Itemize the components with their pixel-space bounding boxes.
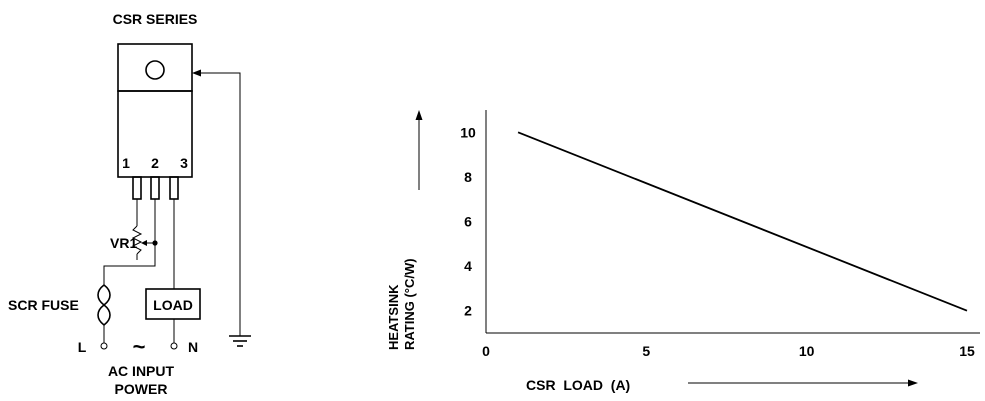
scr-fuse-label: SCR FUSE [8, 297, 79, 313]
pin-label-1: 1 [122, 155, 130, 171]
series-line [517, 131, 968, 312]
mounting-hole [145, 60, 165, 80]
x-axis-arrow [688, 379, 918, 387]
vr1-resistor [131, 199, 158, 260]
lead-1 [132, 176, 142, 200]
load-box [145, 288, 201, 320]
pin-label-2: 2 [151, 155, 159, 171]
ground-wire [192, 69, 241, 336]
y-tick-label: 8 [464, 169, 472, 185]
lead-2 [150, 176, 160, 200]
y-axis-label-line2: RATING (°C/W) [402, 258, 417, 350]
y-axis-arrow [415, 110, 423, 190]
device-tab [117, 43, 193, 92]
lead-3 [169, 176, 179, 200]
y-tick-label: 2 [464, 303, 472, 319]
scr-fuse-icon [97, 283, 111, 343]
line-label: L [78, 339, 87, 355]
vr1-label: VR1 [110, 235, 137, 251]
terminal-n [170, 342, 178, 350]
x-tick-label: 5 [642, 343, 650, 359]
x-tick-label: 10 [799, 343, 815, 359]
y-tick-label: 10 [460, 124, 476, 140]
pin-label-3: 3 [180, 155, 188, 171]
y-tick-label: 6 [464, 214, 472, 230]
terminal-l [100, 342, 108, 350]
y-tick-label: 4 [464, 258, 472, 274]
load-label: LOAD [153, 297, 193, 313]
heatsink-chart: HEATSINK RATING (°C/W) CSR LOAD (A) 0 5 10… [386, 110, 980, 393]
ground-icon [229, 335, 251, 347]
schematic-title: CSR SERIES [113, 11, 198, 27]
y-tick-labels: 10 8 6 4 2 [460, 124, 476, 318]
x-tick-labels: 0 5 10 15 [482, 343, 975, 359]
ac-symbol: ~ [133, 334, 146, 359]
x-tick-label: 15 [959, 343, 975, 359]
x-tick-label: 0 [482, 343, 490, 359]
neutral-label: N [188, 339, 198, 355]
ac-input-line2: POWER [115, 381, 168, 397]
ac-input-line1: AC INPUT [108, 363, 175, 379]
pin2-wire [103, 199, 156, 285]
schematic: CSR SERIES 1 2 3 [8, 11, 251, 397]
x-axis-label: CSR LOAD (A) [526, 377, 630, 393]
y-axis-label-line1: HEATSINK [386, 284, 401, 350]
